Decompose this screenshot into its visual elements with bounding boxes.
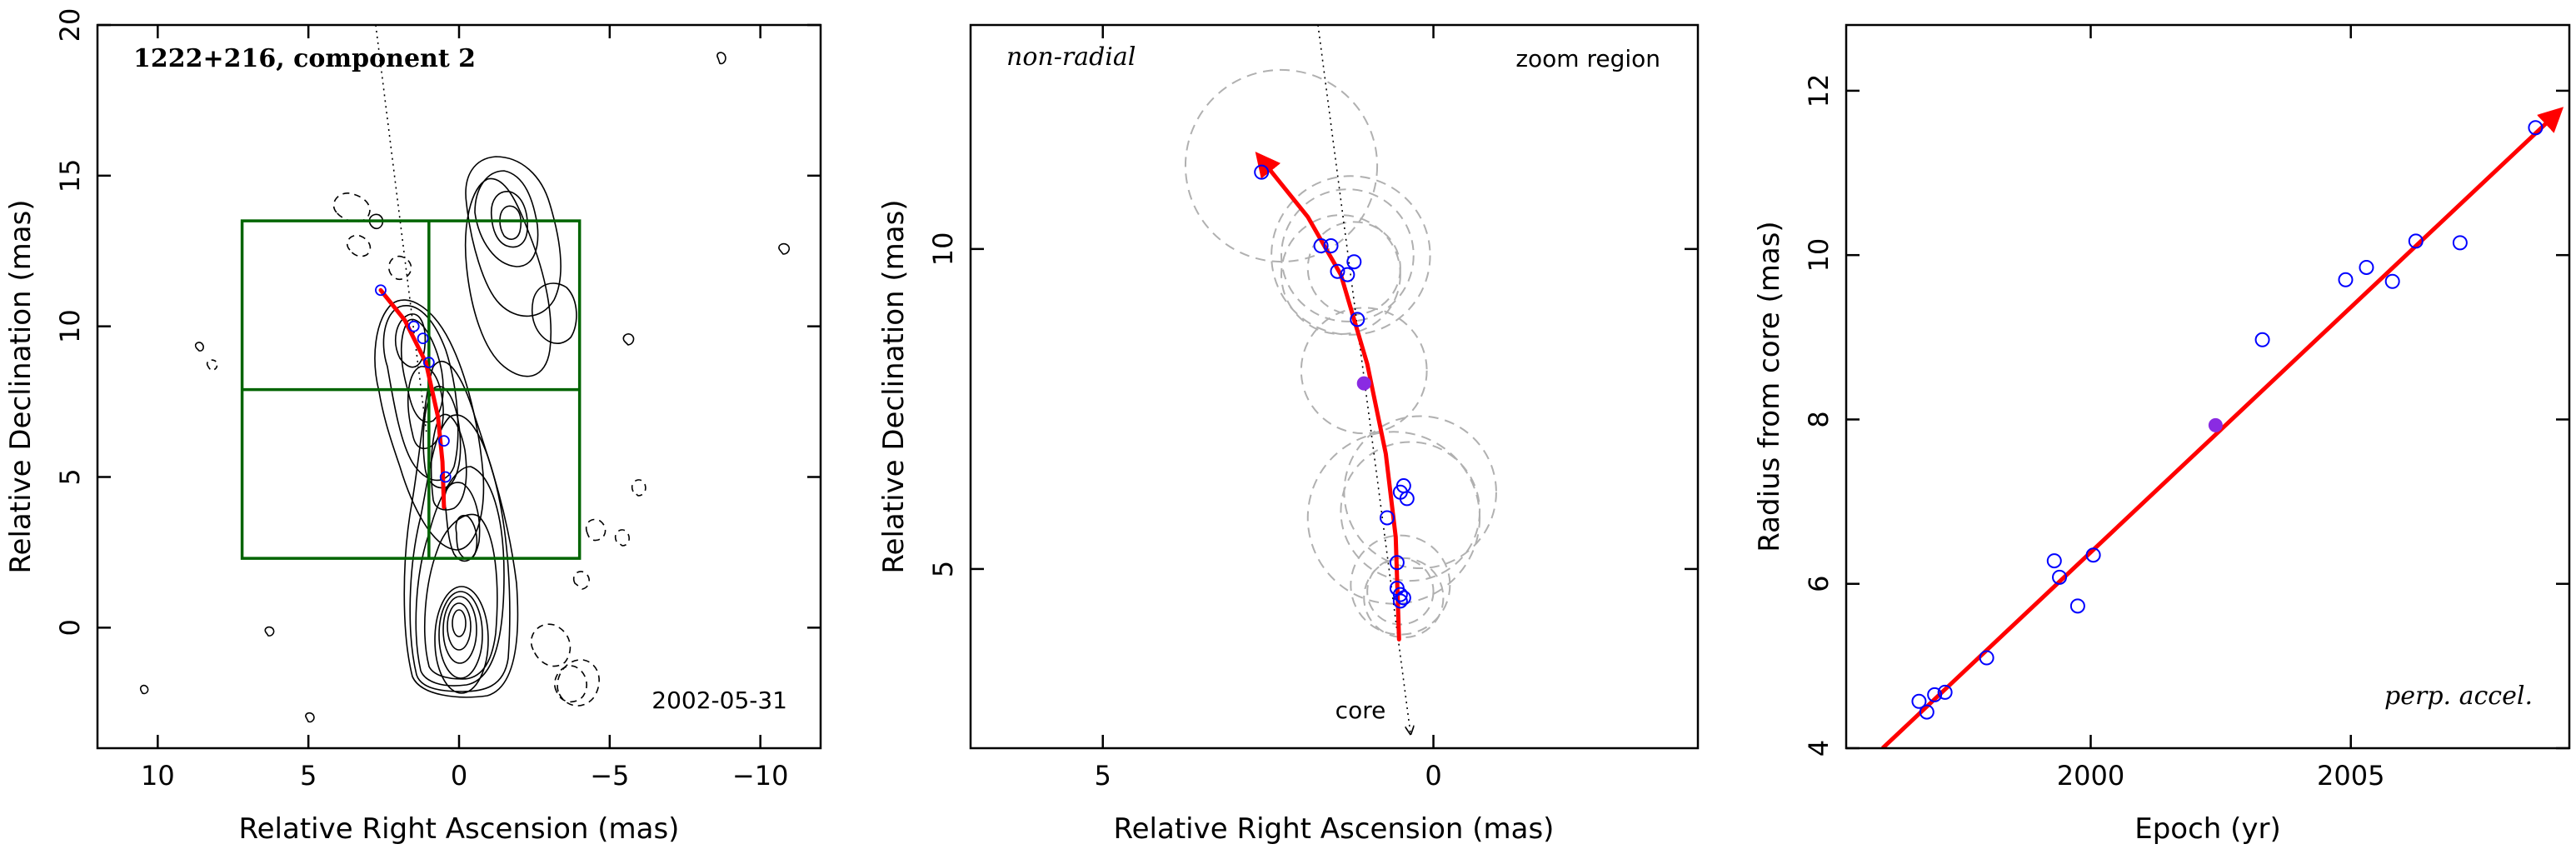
map-component-point (407, 320, 420, 332)
zoom-data-point (1313, 238, 1329, 254)
x-tick-label: 10 (141, 760, 175, 792)
zoom-current-point (1356, 376, 1371, 391)
zoom-frame (969, 23, 1700, 750)
radius-data-point (2359, 259, 2374, 275)
y-tick-label: 20 (54, 8, 86, 42)
radius-data-point (2528, 120, 2544, 136)
error-circle (1300, 307, 1428, 435)
fit-label: perp. accel. (2384, 682, 2533, 711)
error-circle (1340, 441, 1481, 582)
radius-data-point (2085, 547, 2101, 563)
zoom-data-point (1389, 555, 1405, 571)
y-tick-label: 6 (1803, 576, 1835, 592)
zoom-x-axis-label: Relative Right Ascension (mas) (1114, 812, 1555, 846)
error-circle (1350, 534, 1451, 636)
zoom-trajectory-arrow (1255, 151, 1401, 642)
map-plot-area (139, 25, 790, 723)
zoom-data-point (1340, 267, 1355, 282)
zoom-data-point (1350, 312, 1365, 327)
map-frame (96, 23, 822, 750)
radius-x-axis-label: Epoch (yr) (2134, 812, 2281, 846)
zoom-y-axis-label: Relative Declination (mas) (877, 199, 911, 573)
zoom-region-label: zoom region (1515, 45, 1660, 72)
map-panel: 10 5 0 −5 −10 0 5 10 15 20 1222+216, component 2… (4, 8, 822, 846)
y-tick-label: 10 (927, 232, 959, 266)
x-tick-label: 5 (1095, 760, 1111, 792)
x-tick-label: 0 (1425, 760, 1441, 792)
zoom-data-point (1323, 238, 1339, 254)
radius-data-point (2408, 233, 2424, 249)
x-tick-label: 5 (300, 760, 317, 792)
radius-data-point (2052, 569, 2068, 585)
radius-frame (1845, 23, 2571, 750)
error-circle (1343, 415, 1497, 570)
radius-data-point (1911, 693, 1927, 709)
y-tick-label: 15 (54, 158, 86, 192)
zoom-region-box (240, 219, 582, 560)
x-tick-label: 2000 (2057, 760, 2124, 792)
y-tick-label: 5 (54, 468, 86, 485)
zoom-data-point (1254, 164, 1270, 180)
zoom-mode-label: non-radial (1006, 42, 1136, 72)
zoom-data-point (1392, 484, 1408, 500)
radius-data-point (2384, 273, 2400, 289)
radio-contour-map (139, 52, 790, 723)
map-x-axis-label: Relative Right Ascension (mas) (239, 812, 680, 846)
zoom-data-point (1346, 254, 1362, 270)
error-circle (1271, 175, 1431, 336)
radius-data-point (1927, 687, 1943, 702)
y-tick-label: 5 (927, 561, 959, 577)
error-circle (1363, 557, 1445, 639)
map-component-point (422, 357, 435, 368)
radius-y-axis-label: Radius from core (mas) (1753, 221, 1786, 552)
y-tick-label: 0 (54, 619, 86, 636)
radius-data-point (1937, 684, 1953, 700)
error-circle (1184, 68, 1379, 263)
zoom-panel: 5 0 5 10 non-radial zoom region core Relat… (877, 23, 1700, 846)
x-tick-label: −10 (732, 760, 789, 792)
radius-current-point (2208, 417, 2223, 432)
map-component-point (439, 471, 452, 483)
map-y-axis-label: Relative Declination (mas) (4, 199, 37, 573)
map-component-point (438, 435, 450, 447)
zoom-data-point (1392, 587, 1408, 602)
radius-data-point (2046, 553, 2062, 569)
y-tick-label: 4 (1803, 740, 1835, 757)
x-tick-label: 2005 (2317, 760, 2384, 792)
error-circle (1281, 188, 1415, 322)
zoom-data-point (1379, 510, 1395, 526)
radius-data-point (2254, 332, 2270, 347)
radius-panel: 2000 2005 4 6 8 10 12 perp. accel. Epoch (yr)… (1753, 23, 2571, 846)
radius-data-point (1979, 650, 1994, 666)
y-tick-label: 8 (1803, 411, 1835, 427)
zoom-data-point (1395, 590, 1411, 606)
zoom-data-point (1330, 263, 1345, 279)
map-component-point (375, 284, 387, 297)
x-tick-label: −5 (590, 760, 629, 792)
y-tick-label: 10 (54, 309, 86, 343)
y-tick-label: 12 (1803, 74, 1835, 108)
radius-data-point (2452, 235, 2468, 251)
map-source-label: 1222+216, component 2 (133, 44, 476, 73)
core-label: core (1335, 697, 1386, 724)
x-tick-label: 0 (451, 760, 467, 792)
radius-data-point (2338, 272, 2354, 287)
radius-data-point (1919, 704, 1934, 720)
map-reference-line (375, 25, 427, 434)
radius-data-point (2069, 598, 2085, 614)
zoom-data-point (1392, 593, 1408, 609)
map-date-label: 2002-05-31 (651, 687, 787, 714)
map-trajectory-curve (378, 287, 447, 510)
map-component-point (417, 332, 429, 345)
y-tick-label: 10 (1803, 238, 1835, 272)
